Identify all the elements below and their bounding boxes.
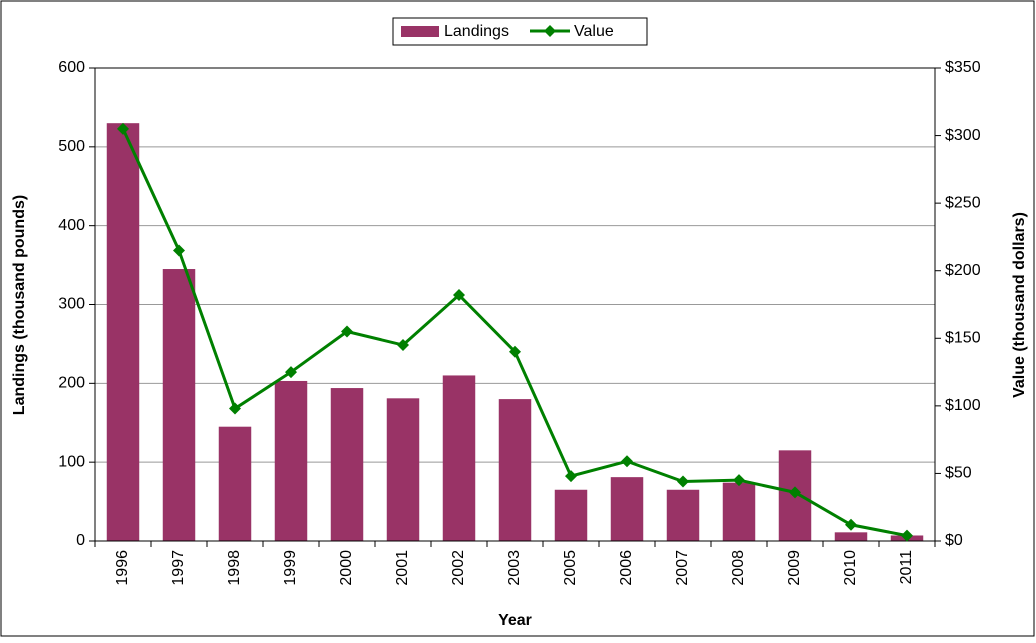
bar bbox=[554, 489, 588, 541]
x-tick-label: 2006 bbox=[618, 550, 635, 586]
x-tick-label: 2003 bbox=[506, 550, 523, 586]
value-marker bbox=[341, 325, 353, 338]
bar bbox=[330, 388, 364, 541]
y2-tick-label: $0 bbox=[945, 532, 963, 549]
x-tick-label: 2001 bbox=[394, 550, 411, 586]
y2-tick-label: $300 bbox=[945, 127, 981, 144]
x-tick-label: 1997 bbox=[170, 550, 187, 586]
value-marker bbox=[789, 486, 801, 499]
value-marker bbox=[285, 366, 297, 379]
bar bbox=[610, 477, 644, 541]
bar bbox=[722, 482, 756, 541]
legend-swatch bbox=[401, 26, 439, 37]
y2-tick-label: $250 bbox=[945, 194, 981, 211]
bar bbox=[218, 426, 252, 541]
value-marker bbox=[509, 345, 521, 358]
y-axis-title: Landings (thousand pounds) bbox=[11, 195, 28, 415]
y-tick-label: 200 bbox=[58, 375, 85, 392]
y2-tick-label: $350 bbox=[945, 59, 981, 76]
value-marker bbox=[733, 474, 745, 487]
y-tick-label: 500 bbox=[58, 138, 85, 155]
value-marker bbox=[901, 529, 913, 542]
value-marker bbox=[453, 289, 465, 302]
legend-marker bbox=[544, 25, 556, 37]
value-marker bbox=[229, 402, 241, 415]
x-tick-label: 2008 bbox=[730, 550, 747, 586]
bar bbox=[442, 375, 476, 541]
bar bbox=[666, 489, 700, 541]
bar bbox=[834, 532, 868, 541]
bar bbox=[386, 398, 420, 541]
legend-label: Value bbox=[574, 23, 614, 40]
y2-tick-label: $150 bbox=[945, 330, 981, 347]
y2-tick-label: $200 bbox=[945, 262, 981, 279]
value-marker bbox=[565, 470, 577, 483]
x-tick-label: 2010 bbox=[842, 550, 859, 586]
y2-tick-label: $50 bbox=[945, 465, 972, 482]
x-tick-label: 2000 bbox=[338, 550, 355, 586]
value-marker bbox=[117, 122, 129, 135]
x-tick-label: 1996 bbox=[114, 550, 131, 586]
y-tick-label: 400 bbox=[58, 217, 85, 234]
value-marker bbox=[173, 244, 185, 257]
y2-tick-label: $100 bbox=[945, 397, 981, 414]
plot-border bbox=[94, 67, 936, 542]
bar bbox=[274, 380, 308, 541]
x-tick-label: 2009 bbox=[786, 550, 803, 586]
x-tick-label: 1999 bbox=[282, 550, 299, 586]
y-tick-label: 0 bbox=[76, 532, 85, 549]
y-tick-label: 600 bbox=[58, 59, 85, 76]
y-tick-label: 300 bbox=[58, 296, 85, 313]
value-marker bbox=[621, 455, 633, 468]
x-axis-title: Year bbox=[498, 612, 532, 629]
legend-label: Landings bbox=[444, 23, 509, 40]
value-marker bbox=[677, 475, 689, 488]
bar bbox=[106, 123, 140, 541]
x-tick-label: 2011 bbox=[898, 550, 915, 585]
x-tick-label: 2002 bbox=[450, 550, 467, 586]
value-marker bbox=[845, 518, 857, 531]
bar bbox=[498, 399, 532, 541]
x-tick-label: 2005 bbox=[562, 550, 579, 586]
x-tick-label: 1998 bbox=[226, 550, 243, 586]
x-tick-label: 2007 bbox=[674, 550, 691, 586]
y-tick-label: 100 bbox=[58, 453, 85, 470]
value-marker bbox=[397, 339, 409, 352]
bar bbox=[162, 269, 196, 541]
y2-axis-title: Value (thousand dollars) bbox=[1011, 212, 1028, 398]
